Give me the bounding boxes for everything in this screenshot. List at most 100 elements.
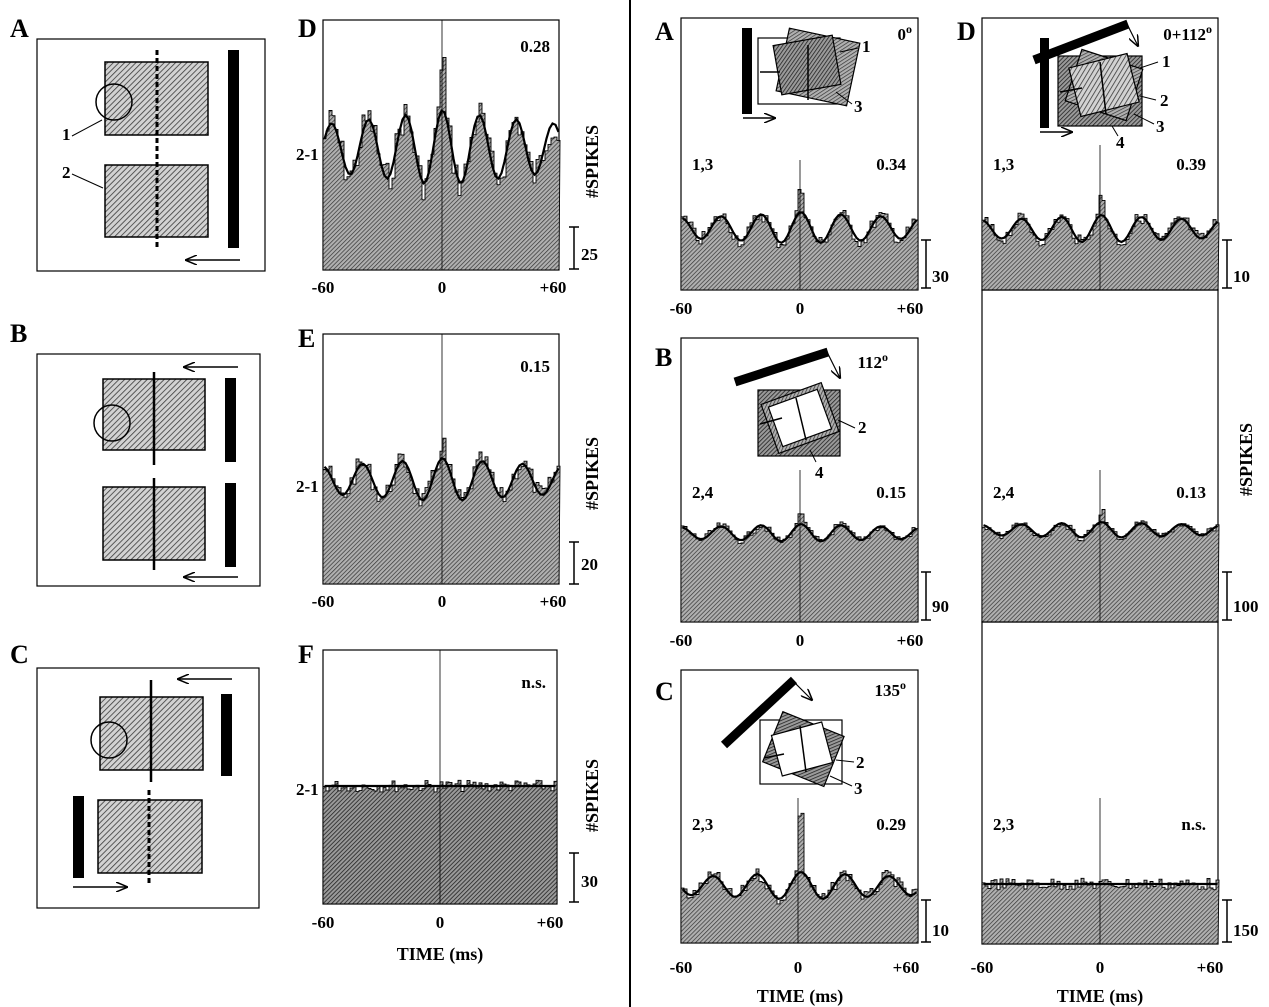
- pair-label: 2,4: [993, 483, 1015, 502]
- histogram-plot: [680, 812, 919, 944]
- x-tick: -60: [670, 299, 693, 318]
- x-tick: +60: [537, 913, 564, 932]
- y-axis-label: #SPIKES: [582, 437, 602, 510]
- y-axis-label: #SPIKES: [582, 125, 602, 198]
- left-panel-label-a: A: [10, 14, 29, 43]
- scale-label: 90: [932, 597, 949, 616]
- scale-label: 10: [1233, 267, 1250, 286]
- inset-number: 4: [815, 463, 824, 482]
- x-tick: 0: [796, 631, 805, 650]
- x-tick: -60: [670, 631, 693, 650]
- histogram-bars: [680, 513, 919, 623]
- inset-number: 1: [1162, 52, 1171, 71]
- y-axis-label: #SPIKES: [1236, 423, 1256, 496]
- inset-number: 2: [858, 418, 867, 437]
- x-tick: +60: [893, 958, 920, 977]
- left-histogram-f: F n.s. 2-1 30 -60 0 +60 #SPIKES TIME (ms…: [296, 640, 602, 965]
- pair-label: 2,3: [692, 815, 713, 834]
- left-rf1-label: 1: [62, 125, 71, 144]
- angle-label: 0+112o: [1163, 22, 1212, 44]
- histogram-bars: [981, 194, 1220, 291]
- left-histogram-d: D 0.28 2-1 25 -60 0 +60 #SPIKES: [296, 14, 602, 297]
- histogram-plot: [981, 877, 1220, 945]
- right-panel-b: B 2 4 112o 2,4 0.15 90 -60 0 +60: [655, 337, 949, 650]
- fitted-curve: [681, 211, 918, 245]
- pair-label: 2,3: [993, 815, 1014, 834]
- x-tick: +60: [540, 278, 567, 297]
- x-axis-label: TIME (ms): [757, 986, 844, 1007]
- inset-number: 1: [862, 37, 871, 56]
- histogram-plot: [981, 509, 1220, 623]
- scale-label: 10: [932, 921, 949, 940]
- right-panel-label-a: A: [655, 17, 674, 46]
- x-tick: 0: [436, 913, 445, 932]
- stimulus-inset: 2 4: [733, 347, 867, 482]
- left-panel-label-b: B: [10, 319, 27, 348]
- correlation-value: 0.39: [1176, 155, 1206, 174]
- histogram-plot: [680, 189, 919, 291]
- right-panel-label-c: C: [655, 677, 674, 706]
- x-tick: -60: [312, 913, 335, 932]
- x-axis-label: TIME (ms): [397, 944, 484, 965]
- fitted-curve: [983, 520, 1219, 539]
- right-panel-d: D 1 2 3 4 0+112o 1,3 0.39 10: [957, 17, 1250, 291]
- x-tick: +60: [897, 299, 924, 318]
- scale-label: 25: [581, 245, 598, 264]
- inset-number: 3: [1156, 117, 1165, 136]
- fitted-curve: [323, 457, 560, 502]
- pair-label: 1,3: [692, 155, 713, 174]
- x-tick: 0: [438, 278, 447, 297]
- scale-label: 30: [932, 267, 949, 286]
- histogram-bars: [981, 877, 1220, 945]
- correlation-value: 0.34: [876, 155, 906, 174]
- scale-label: 100: [1233, 597, 1259, 616]
- inset-number: 3: [854, 779, 863, 798]
- left-panel-label-d: D: [298, 14, 317, 43]
- right-panel-label-d: D: [957, 17, 976, 46]
- stimulus-inset: 1 3: [742, 27, 871, 118]
- stimulus-inset: 1 2 3 4: [1032, 19, 1171, 152]
- pair-label: 1,3: [993, 155, 1014, 174]
- fitted-curve: [682, 523, 918, 543]
- correlation-value: 0.28: [520, 37, 550, 56]
- histogram-bars: [680, 189, 919, 291]
- x-tick: -60: [971, 958, 994, 977]
- correlation-value: 0.29: [876, 815, 906, 834]
- histogram-bars: [322, 56, 561, 271]
- correlation-value: 0.13: [1176, 483, 1206, 502]
- pair-label: 2-1: [296, 477, 319, 496]
- correlation-value: 0.15: [876, 483, 906, 502]
- right-panel-a: A 1 3 0o 1,3 0.34 30 -60 0 +60: [655, 17, 949, 318]
- right-panel-c: C 2 3 135o 2,3 0.29 10 -60 0 +60 TIME (m…: [655, 669, 949, 1007]
- histogram-plot: [981, 194, 1220, 291]
- inset-number: 4: [1116, 133, 1125, 152]
- scale-label: 20: [581, 555, 598, 574]
- pair-label: 2,4: [692, 483, 714, 502]
- right-panel-label-b: B: [655, 343, 672, 372]
- pair-label: 2-1: [296, 145, 319, 164]
- scale-label: 150: [1233, 921, 1259, 940]
- x-tick: 0: [794, 958, 803, 977]
- left-panel-label-c: C: [10, 640, 29, 669]
- angle-label: 112o: [857, 350, 888, 372]
- y-axis-label: #SPIKES: [582, 759, 602, 832]
- fitted-curve: [982, 214, 1219, 244]
- right-panel-d-bottom: 2,3 n.s. 150 -60 0 +60 TIME (ms): [971, 621, 1259, 1007]
- left-panel-label-e: E: [298, 324, 315, 353]
- histogram-plot: [680, 513, 919, 623]
- x-tick: 0: [438, 592, 447, 611]
- left-schematic-b: B: [10, 319, 261, 587]
- x-tick: 0: [796, 299, 805, 318]
- x-axis-label: TIME (ms): [1057, 986, 1144, 1007]
- x-tick: -60: [312, 592, 335, 611]
- inset-number: 2: [856, 753, 865, 772]
- correlation-value: 0.15: [520, 357, 550, 376]
- correlation-value: n.s.: [1181, 815, 1206, 834]
- right-panel-d-middle: 2,4 0.13 100 #SPIKES: [981, 289, 1259, 623]
- inset-number: 3: [854, 97, 863, 116]
- left-schematic-a: A 1 2: [10, 14, 266, 272]
- left-histogram-e: E 0.15 2-1 20 -60 0 +60 #SPIKES: [296, 324, 602, 611]
- left-schematic-c: C: [10, 640, 260, 909]
- x-tick: -60: [670, 958, 693, 977]
- x-tick: +60: [1197, 958, 1224, 977]
